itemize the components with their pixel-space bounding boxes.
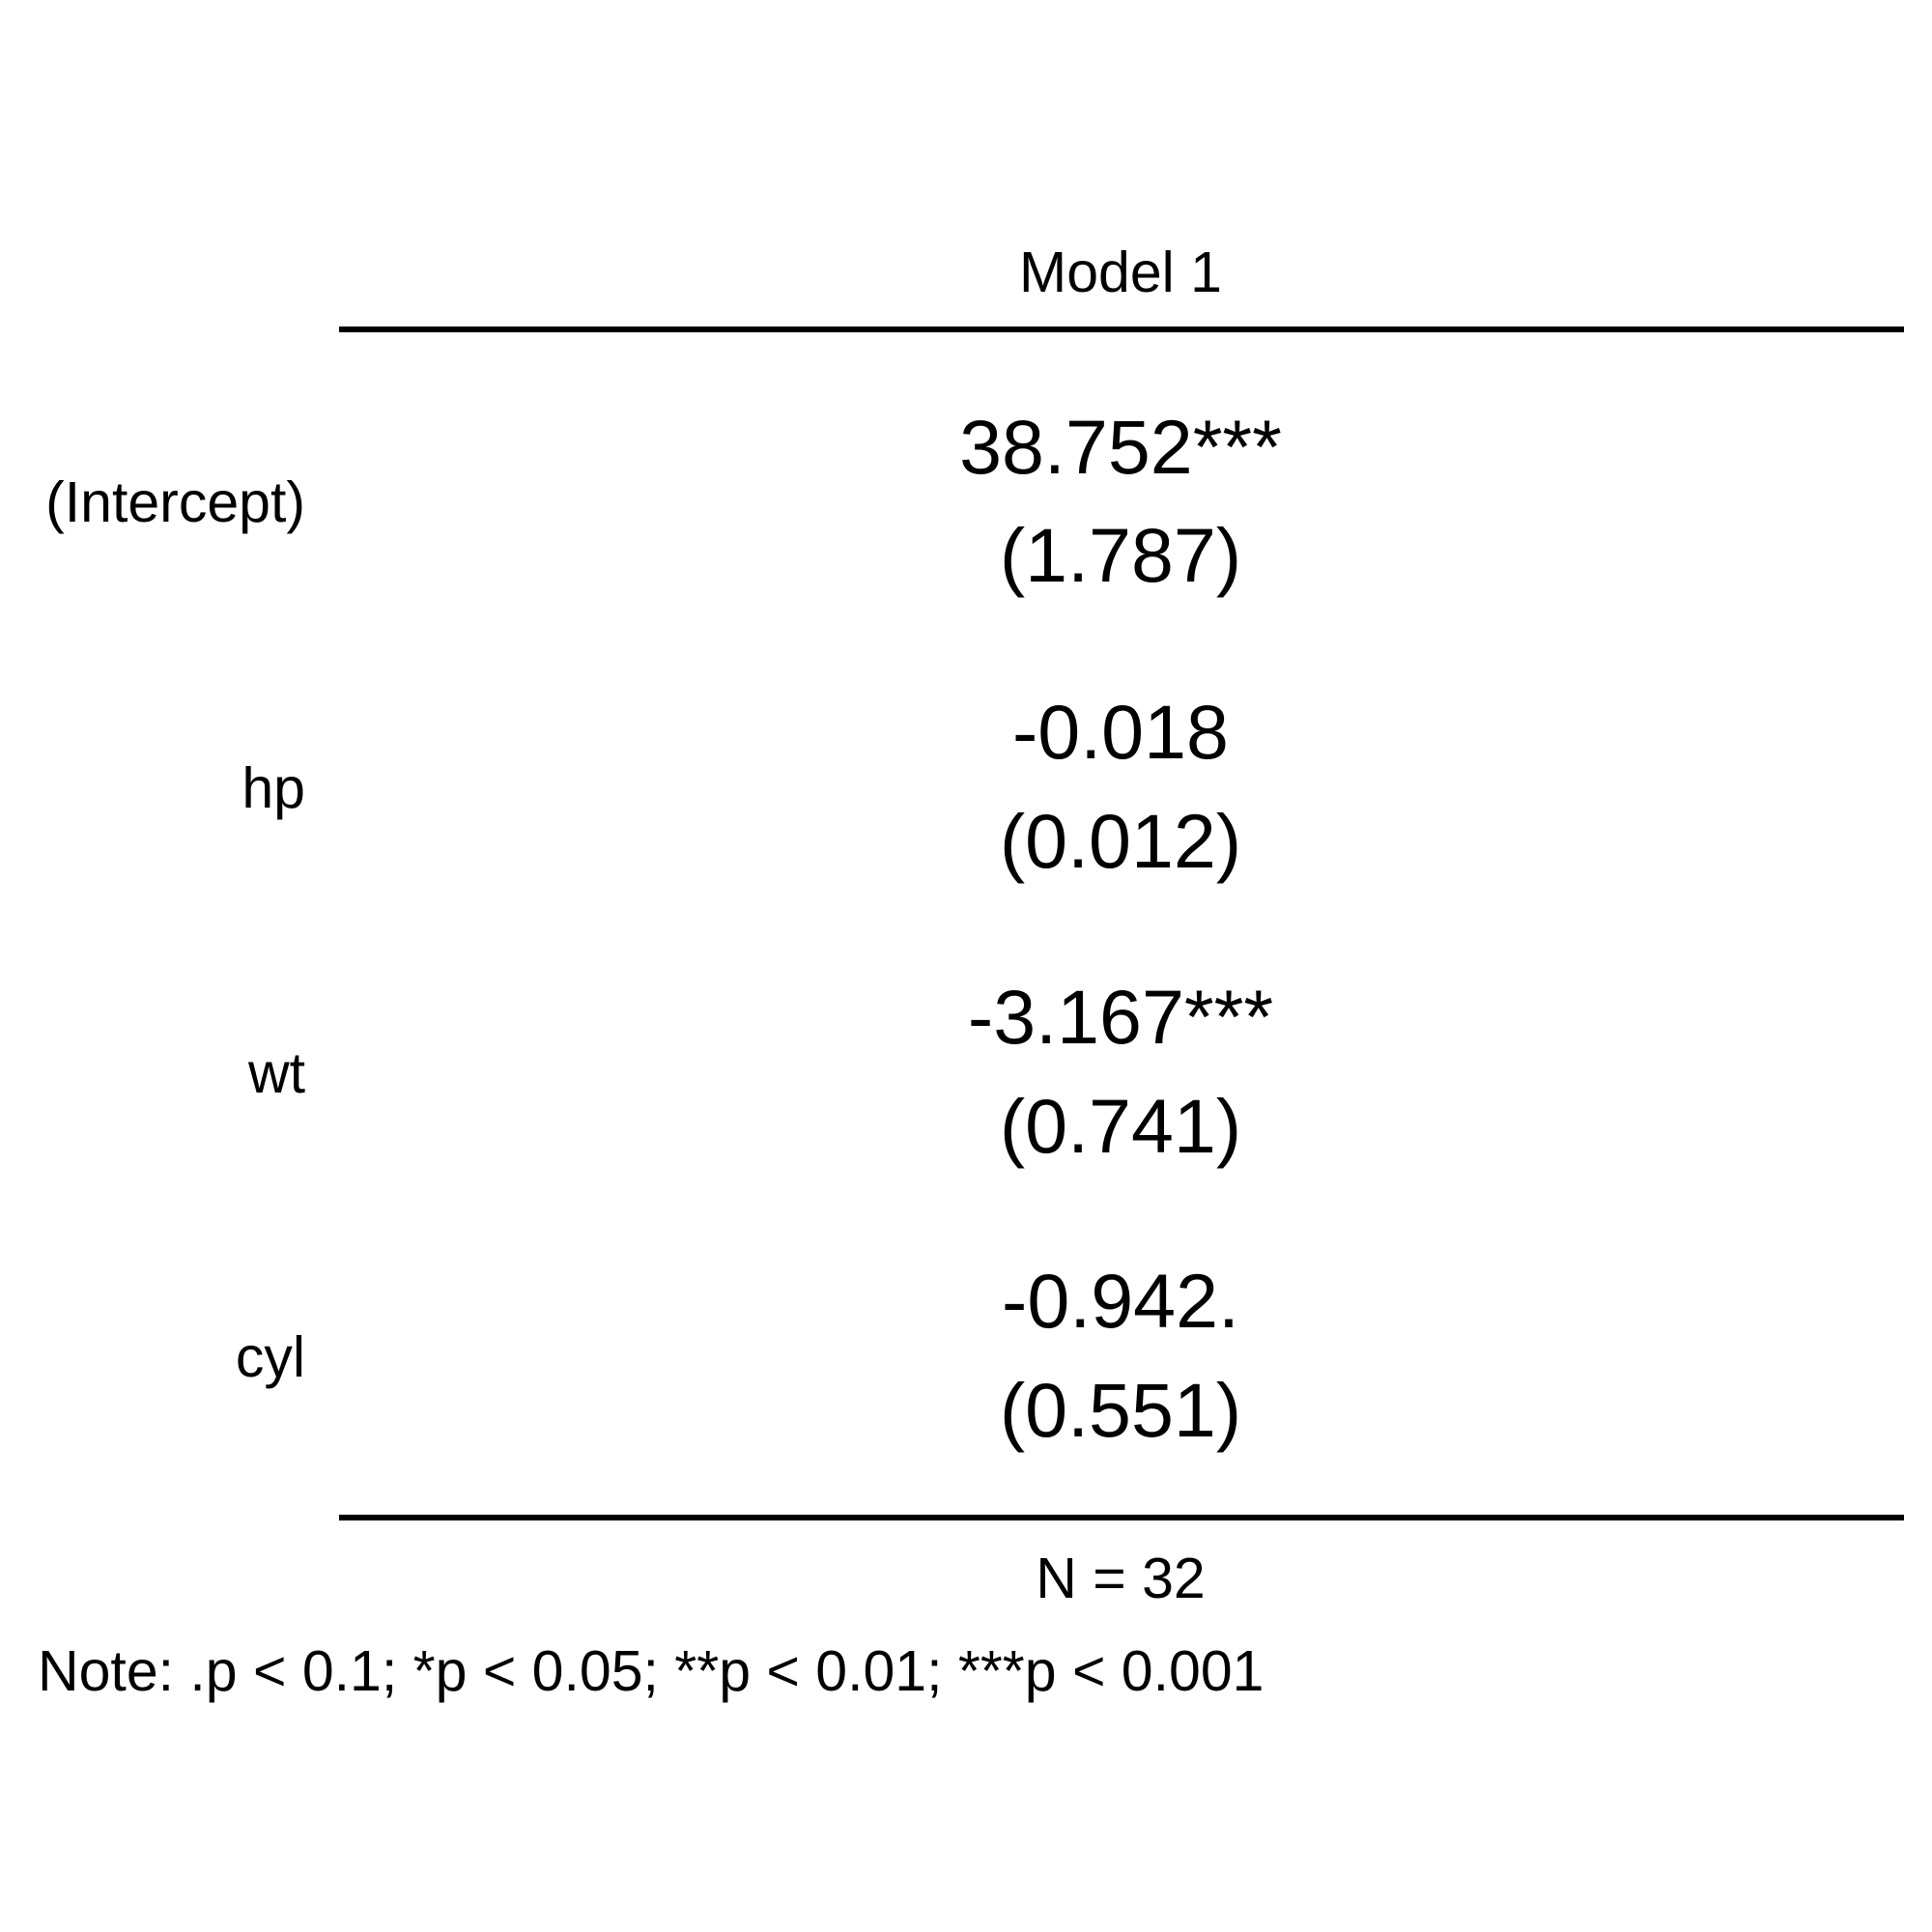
- std-error-cyl: (0.551): [999, 1367, 1242, 1453]
- row-label-intercept: (Intercept): [45, 470, 305, 534]
- top-rule: [339, 327, 1904, 332]
- estimate-intercept: 38.752***: [959, 404, 1282, 490]
- bottom-rule: [339, 1515, 1904, 1520]
- row-label-wt: wt: [248, 1041, 305, 1105]
- std-error-hp: (0.012): [999, 798, 1242, 884]
- estimate-wt: -3.167***: [967, 974, 1274, 1060]
- row-label-cyl: cyl: [235, 1325, 305, 1389]
- estimate-hp: -0.018: [1011, 689, 1230, 775]
- std-error-intercept: (1.787): [999, 512, 1242, 598]
- estimate-cyl: -0.942.: [1002, 1258, 1239, 1344]
- std-error-wt: (0.741): [999, 1083, 1242, 1169]
- observations-count: N = 32: [1036, 1547, 1206, 1610]
- column-header-model-1: Model 1: [1019, 241, 1222, 304]
- row-label-hp: hp: [242, 756, 305, 820]
- significance-note: Note: .p < 0.1; *p < 0.05; **p < 0.01; *…: [38, 1639, 1264, 1703]
